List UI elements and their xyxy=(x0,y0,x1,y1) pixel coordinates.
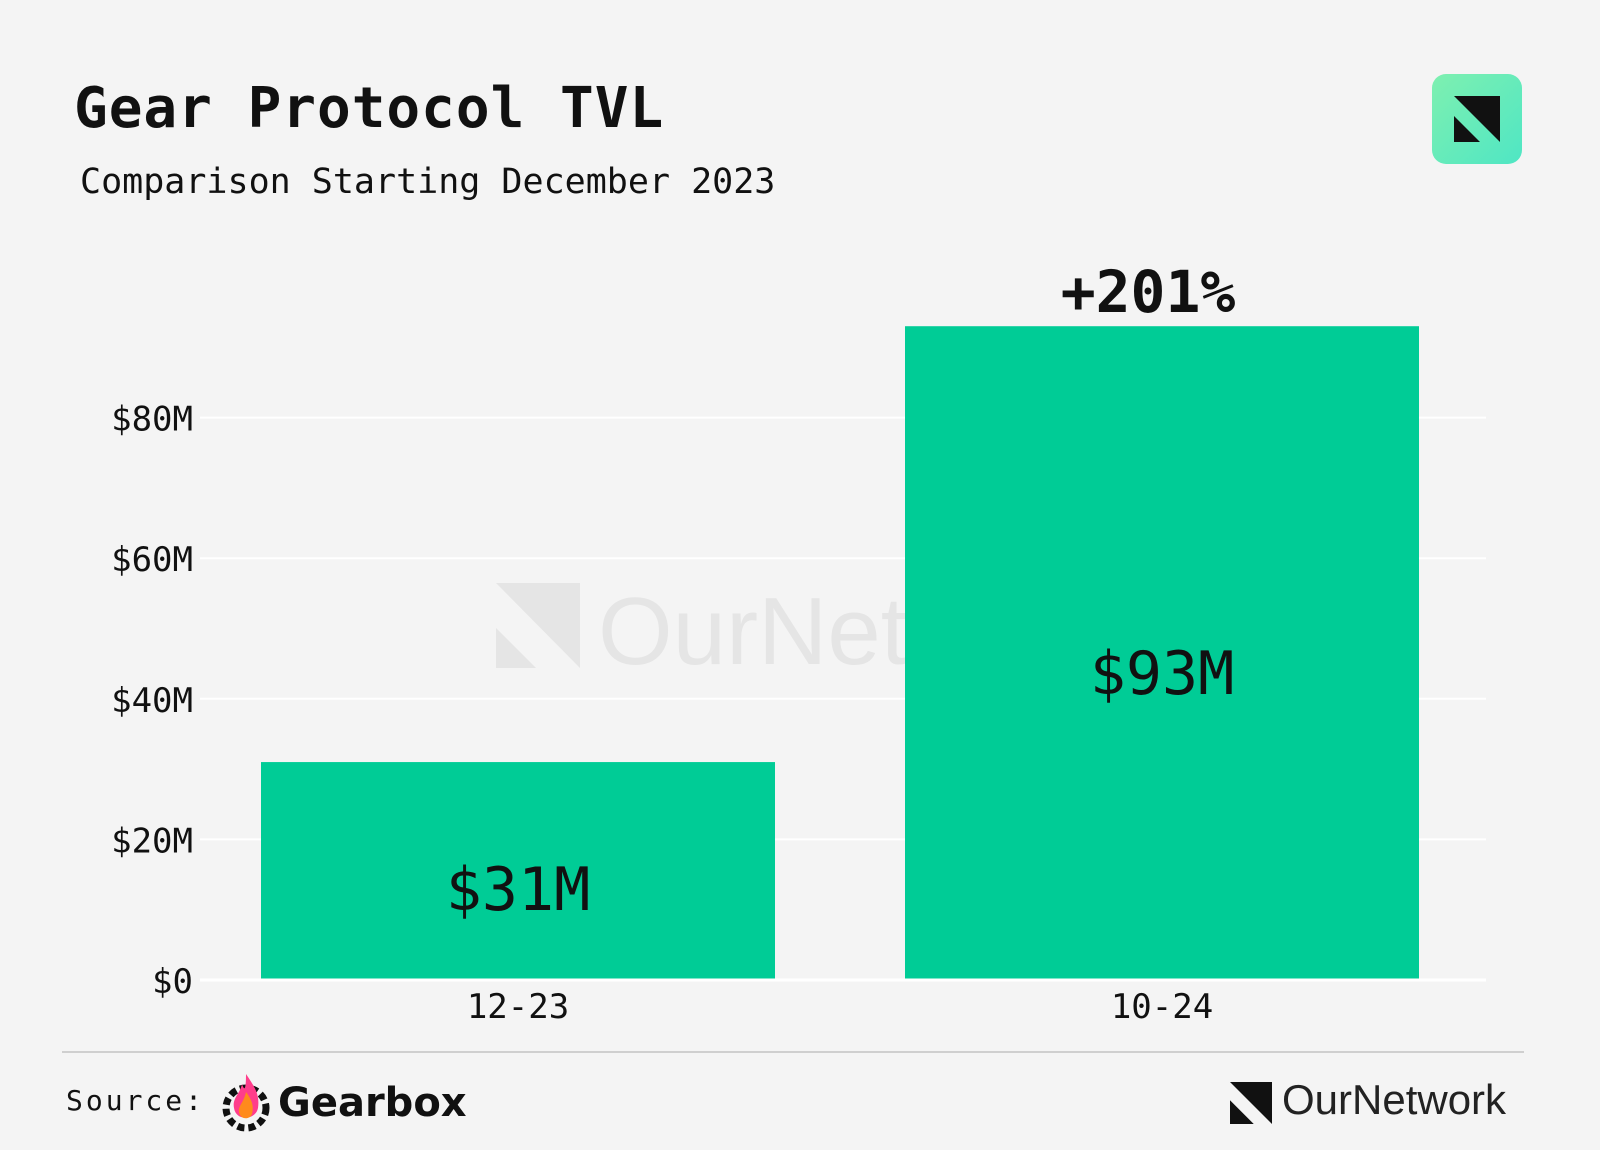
source-name: Gearbox xyxy=(278,1080,467,1126)
bar xyxy=(261,762,775,980)
y-tick-label: $40M xyxy=(111,681,193,721)
bar-value-label: $93M xyxy=(1090,639,1235,709)
ournetwork-footer-logo-icon xyxy=(1230,1082,1272,1124)
y-tick-label: $0 xyxy=(152,962,193,1002)
source-label: Source: xyxy=(66,1084,206,1117)
x-tick-label: 12-23 xyxy=(467,987,569,1027)
bar-value-label: $31M xyxy=(446,855,591,925)
gearbox-flame-icon xyxy=(222,1074,270,1132)
bar-chart: $0$20M$40M$60M$80MOurNetwork$31M12-23$93… xyxy=(111,258,1486,1027)
y-tick-label: $80M xyxy=(111,400,193,440)
x-tick-label: 10-24 xyxy=(1111,987,1213,1027)
y-tick-label: $20M xyxy=(111,821,193,861)
ournetwork-logo-icon xyxy=(1432,74,1522,164)
watermark-logo-icon xyxy=(496,583,580,668)
growth-annotation: +201% xyxy=(1061,258,1236,326)
page-title: Gear Protocol TVL xyxy=(74,76,665,141)
footer-brand: OurNetwork xyxy=(1282,1076,1507,1123)
y-tick-label: $60M xyxy=(111,540,193,580)
page-subtitle: Comparison Starting December 2023 xyxy=(80,162,776,202)
bar xyxy=(905,326,1419,981)
footer-divider xyxy=(62,1051,1524,1053)
